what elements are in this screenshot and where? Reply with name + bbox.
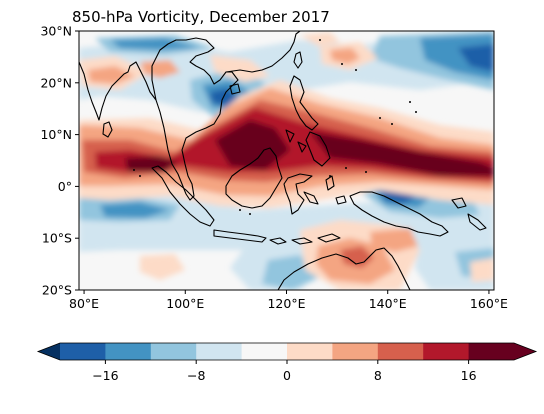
coastlines [79,31,487,290]
colorbar-segment [241,343,288,360]
y-tick-label: 0° [58,179,72,194]
coast-sri-lanka [102,121,113,138]
map-panel [78,30,495,291]
colorbar-tick-label: 8 [374,368,382,383]
colorbar-segment [332,343,379,360]
coast-indochina [151,37,239,201]
coast-taiwan [293,51,303,69]
colorbar-segment [423,343,470,360]
colorbar-segment [377,343,424,360]
y-tick-label: 20°S [42,283,72,298]
x-tick-label: 80°E [69,296,99,311]
colorbar-segment [468,343,515,360]
x-tick-label: 160°E [470,296,508,311]
colorbar-outline [36,342,538,361]
colorbar-tick-label: 16 [461,368,477,383]
small-islands [133,39,417,215]
coast-sulawesi [283,173,319,215]
coast-new-guinea [349,191,449,237]
coast-sumatra [151,165,215,227]
y-tick-label: 20°N [40,75,72,90]
map-title: 850-hPa Vorticity, December 2017 [72,8,330,26]
coast-australia [277,247,411,290]
x-tick-label: 100°E [166,296,204,311]
colorbar-segment [196,343,243,360]
coast-hainan [229,83,241,95]
y-tick-label: 10°S [42,231,72,246]
colorbar-tick-label: −8 [187,368,205,383]
x-tick-label: 140°E [369,296,407,311]
coast-china [225,31,301,73]
coast-philippines [285,75,331,167]
colorbar-over-extension [514,343,536,360]
coast-java [213,229,267,243]
coast-borneo [225,147,283,209]
colorbar-segment [60,343,106,360]
coast-bismarck [451,197,487,231]
x-tick-label: 120°E [267,296,305,311]
colorbar-segment [287,343,333,360]
latitude-axis: 30°N 20°N 10°N 0° 10°S 20°S [40,24,79,298]
colorbar-tick-label: −16 [92,368,118,383]
longitude-axis: 80°E 100°E 120°E 140°E 160°E [69,290,508,311]
colorbar-segment [150,343,197,360]
y-tick-label: 30°N [40,24,72,39]
colorbar-under-extension [38,343,60,360]
colorbar-tick-label: 0 [283,368,291,383]
coast-moluccas [325,175,347,205]
y-tick-label: 10°N [40,127,72,142]
coast-india [79,61,157,121]
colorbar: −16 −8 0 8 16 [36,342,538,383]
colorbar-segment [105,343,152,360]
coast-lesser-sundas [269,233,341,245]
